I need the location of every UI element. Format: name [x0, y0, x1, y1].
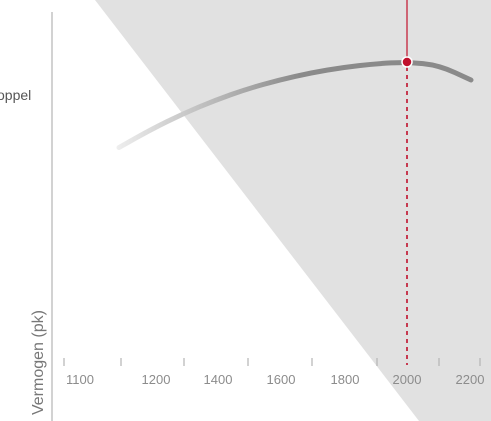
x-tick-label: 1600: [267, 372, 296, 387]
x-axis-ticks: 1100 1200 1400 1600 1800 2000 2200: [63, 358, 485, 387]
shaded-background: [95, 0, 491, 421]
x-tick-label: 2000: [393, 372, 422, 387]
x-tick-label: 1200: [142, 372, 171, 387]
x-tick-label: 1400: [204, 372, 233, 387]
series-group: [116, 60, 474, 150]
y-axis-title: Vermogen (pk): [30, 310, 47, 415]
x-tick-label: 1100: [66, 372, 94, 387]
series-label: oppel: [0, 87, 31, 103]
x-tick-label: 1800: [331, 372, 360, 387]
series-line: [116, 60, 474, 150]
x-tick-label: 2200: [456, 372, 485, 387]
marker-point[interactable]: [401, 56, 413, 68]
